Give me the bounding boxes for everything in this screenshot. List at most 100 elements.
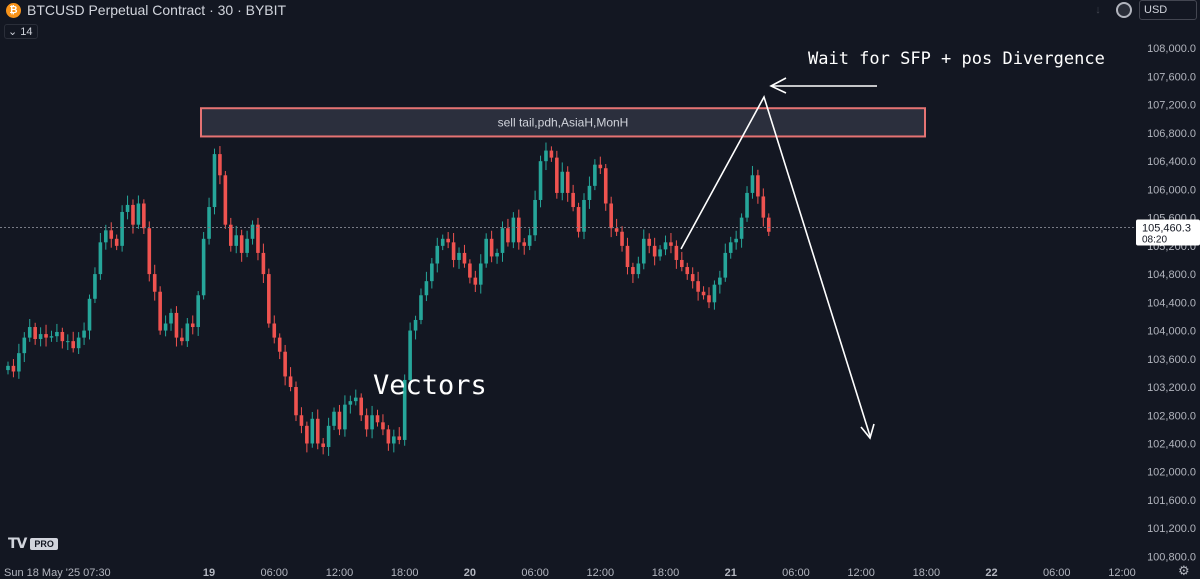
candle-body (674, 245, 679, 260)
time-tick-label: 06:00 (782, 567, 810, 579)
note-wait-sfp: Wait for SFP + pos Divergence (808, 49, 1105, 69)
candle (603, 163, 608, 211)
symbol-title[interactable]: BTCUSD Perpetual Contract · 30 · BYBIT (27, 2, 287, 18)
candle-body (326, 425, 331, 448)
gear-icon[interactable]: ⚙ (1178, 563, 1190, 578)
candle (239, 229, 244, 262)
candle-body (386, 429, 391, 444)
candle-body (544, 150, 548, 162)
candle (136, 195, 141, 229)
candle-body (267, 274, 271, 324)
candle-body (631, 267, 635, 275)
sell-zone-box (200, 107, 926, 138)
time-tick-label: Sun 18 May '25 07:30 (4, 567, 111, 579)
projection-drawing (680, 77, 877, 440)
countdown-value: 08:20 (1142, 234, 1167, 245)
down-arrow-icon[interactable]: ↓ (1095, 4, 1101, 16)
candle-body (381, 422, 385, 430)
candle-body (419, 295, 423, 320)
candle-body (207, 207, 211, 239)
candle (593, 159, 597, 191)
candle (641, 229, 646, 270)
candle-body (522, 242, 527, 246)
candle-body (555, 157, 559, 193)
candle-body (625, 245, 630, 268)
candle (527, 228, 532, 251)
candle-body (549, 150, 554, 158)
candle-body (413, 319, 418, 331)
bitcoin-icon: ₿ (6, 2, 21, 18)
candle (766, 213, 771, 236)
candle-body (348, 401, 353, 405)
candle-body (457, 252, 461, 260)
candle-body (190, 323, 195, 328)
candle (495, 248, 499, 264)
candle-body (332, 411, 336, 426)
candle (739, 213, 744, 248)
candle (6, 361, 10, 375)
candle (685, 262, 690, 280)
candle-body (408, 330, 412, 380)
candle-body (185, 323, 190, 342)
candle-body (495, 252, 499, 257)
time-tick-label: 21 (725, 567, 737, 579)
candle (82, 322, 86, 345)
candle-body (38, 334, 43, 340)
candle-body (33, 327, 37, 340)
time-tick-label: 12:00 (587, 567, 615, 579)
candle (652, 237, 657, 266)
indicator-collapse-toggle[interactable]: ⌄ 14 (4, 24, 38, 39)
candle (571, 184, 575, 212)
candle-body (321, 443, 325, 448)
candle (669, 233, 673, 254)
candle (451, 233, 456, 268)
price-tick-label: 104,000.0 (1147, 326, 1196, 338)
candle (163, 315, 168, 337)
candle (272, 315, 277, 344)
candle (109, 222, 114, 248)
candle-body (435, 245, 440, 264)
account-toggle-icon[interactable] (1114, 0, 1134, 20)
candle-body (44, 334, 48, 338)
candle (359, 393, 364, 422)
candle (65, 334, 70, 351)
candle-body (152, 274, 157, 292)
candle (288, 367, 293, 392)
candle-body (451, 242, 456, 260)
candle-body (17, 353, 21, 372)
candle (712, 280, 717, 310)
candle (93, 267, 97, 304)
candle (299, 407, 304, 434)
price-tick-label: 101,200.0 (1147, 523, 1196, 535)
candle (343, 395, 347, 437)
candle (196, 291, 200, 336)
candle-body (158, 291, 162, 331)
time-tick-label: 06:00 (1043, 567, 1071, 579)
candle (315, 409, 320, 450)
candle-body (136, 203, 141, 225)
candle (250, 220, 255, 245)
candle (555, 150, 559, 199)
time-tick-label: 12:00 (847, 567, 875, 579)
candle-body (701, 291, 706, 296)
candle-body (473, 277, 478, 285)
candle-body (60, 331, 65, 342)
candle-body (527, 235, 532, 246)
candle (625, 237, 630, 275)
candle-body (55, 331, 59, 337)
candle (446, 232, 450, 249)
candle-body (261, 252, 266, 275)
time-axis: Sun 18 May '25 07:30 19 06:00 12:00 18:00 20 0… (4, 567, 1136, 579)
candle (413, 315, 418, 340)
candle (663, 235, 668, 256)
candle-body (299, 415, 304, 426)
candle-body (636, 263, 641, 275)
currency-select[interactable]: USD (1139, 0, 1197, 20)
candle-body (500, 228, 505, 253)
candle (76, 332, 81, 354)
candle (87, 294, 92, 340)
candle-body (277, 337, 282, 352)
candle (701, 286, 706, 300)
candle (49, 330, 54, 342)
